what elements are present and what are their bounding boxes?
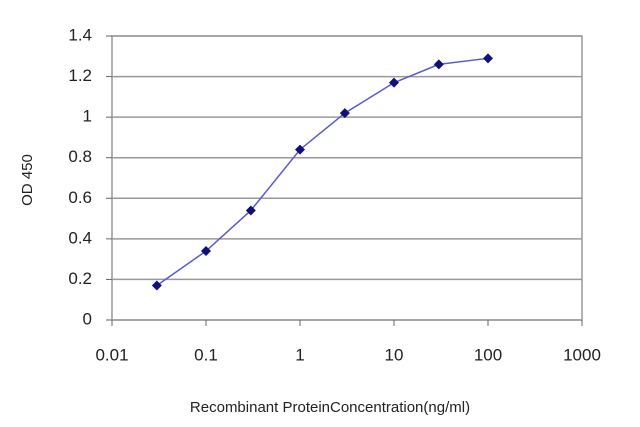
x-axis-label: Recombinant ProteinConcentration(ng/ml) <box>190 399 470 416</box>
y-tick-label: 1.2 <box>68 66 92 85</box>
x-tick-label: 0.01 <box>95 345 128 364</box>
x-tick-label: 100 <box>474 345 502 364</box>
plot-area <box>111 35 583 321</box>
data-point <box>433 59 444 70</box>
y-axis-label: OD 450 <box>19 154 36 206</box>
x-tick-label: 0.1 <box>194 345 218 364</box>
x-tick-label: 10 <box>385 345 404 364</box>
x-tick-label: 1 <box>295 345 304 364</box>
series-line <box>156 57 489 287</box>
data-point <box>483 53 493 64</box>
y-tick-label: 1 <box>83 107 92 126</box>
data-point <box>201 246 211 257</box>
y-tick-label: 0.6 <box>68 188 92 207</box>
y-tick-label: 0.2 <box>68 269 92 288</box>
data-point <box>339 108 350 119</box>
data-point <box>245 205 256 216</box>
x-tick-label: 1000 <box>563 345 601 364</box>
y-tick-label: 0 <box>83 309 92 328</box>
y-tick-label: 0.4 <box>68 228 92 247</box>
data-point <box>295 144 305 155</box>
y-tick-label: 1.4 <box>68 25 92 44</box>
y-tick-label: 0.8 <box>68 147 92 166</box>
data-point <box>151 280 162 291</box>
data-point <box>389 77 399 88</box>
